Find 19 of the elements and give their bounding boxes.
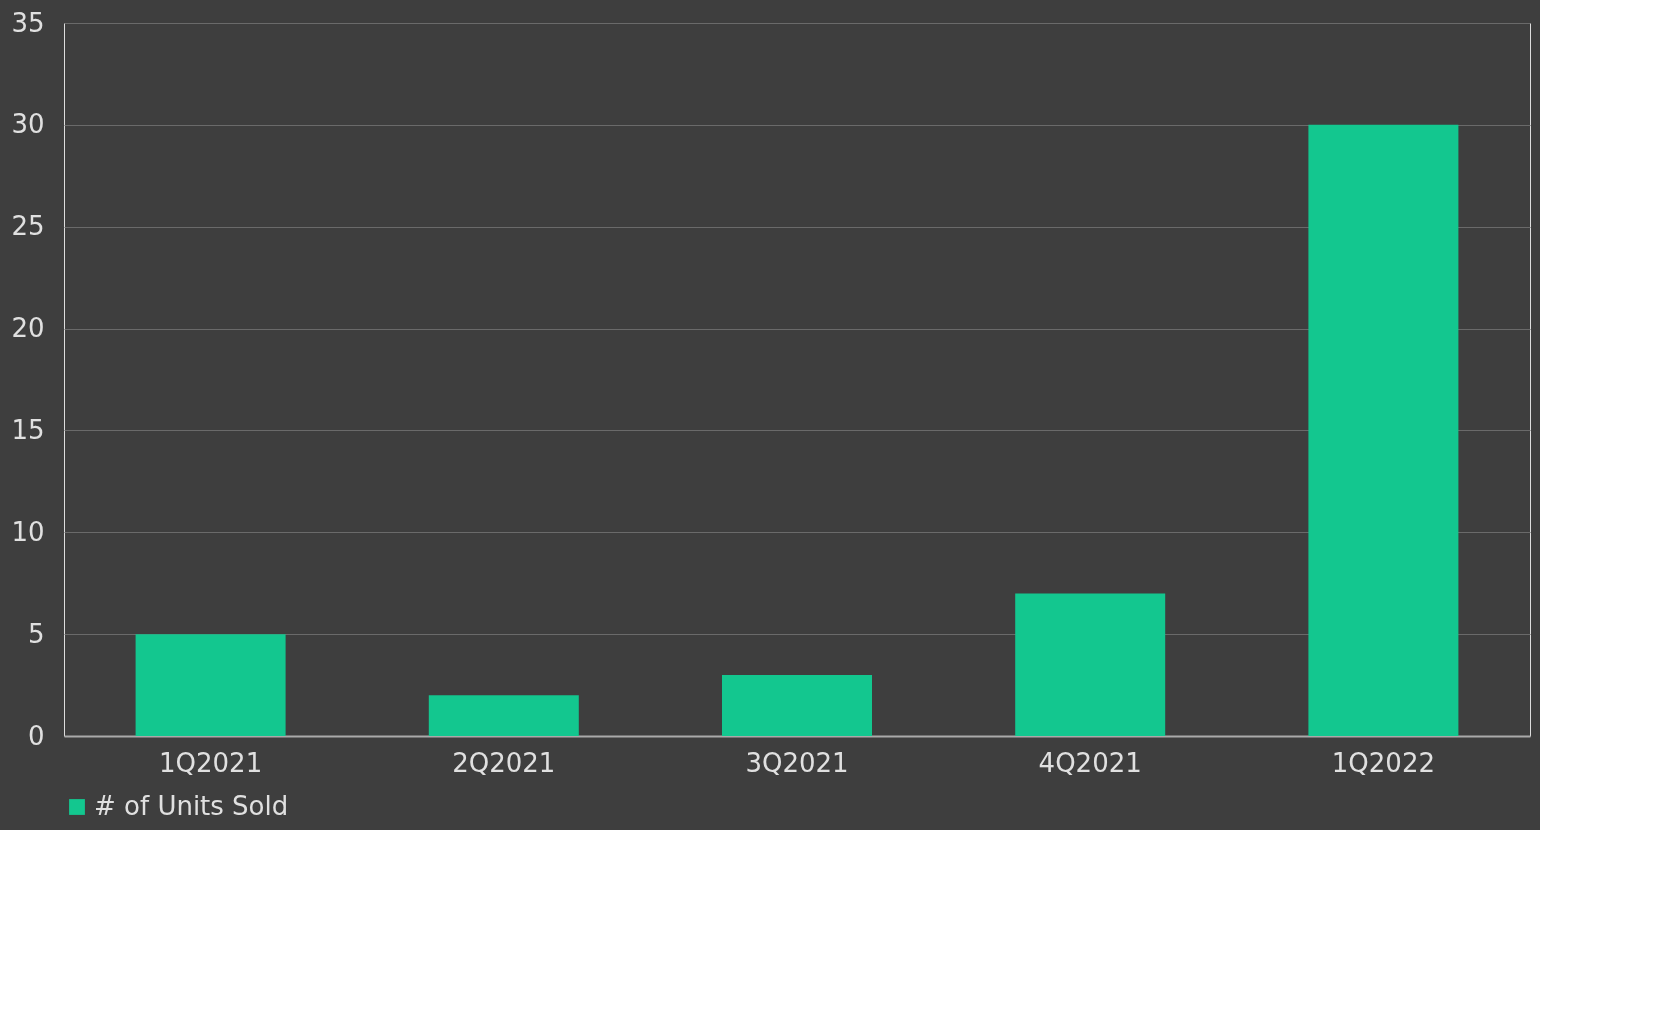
bar	[135, 634, 286, 736]
bar	[1308, 124, 1459, 736]
bar	[428, 695, 579, 736]
x-tick-label: 1Q2021	[159, 747, 263, 778]
x-tick-label: 1Q2022	[1331, 747, 1435, 778]
y-tick-label: 25	[11, 211, 45, 242]
y-tick-label: 15	[11, 414, 45, 445]
y-tick-label: 20	[11, 313, 45, 344]
x-tick-label: 3Q2021	[745, 747, 849, 778]
x-tick-label: 4Q2021	[1038, 747, 1142, 778]
y-tick-label: 30	[11, 109, 45, 140]
legend-label: # of Units Sold	[94, 791, 289, 821]
bar	[722, 674, 872, 736]
y-tick-label: 5	[27, 618, 45, 649]
x-tick-label: 2Q2021	[452, 747, 556, 778]
y-tick-label: 10	[11, 516, 45, 547]
bar	[1015, 593, 1166, 736]
y-tick-label: 35	[11, 7, 45, 38]
y-tick-label: 0	[27, 720, 45, 751]
